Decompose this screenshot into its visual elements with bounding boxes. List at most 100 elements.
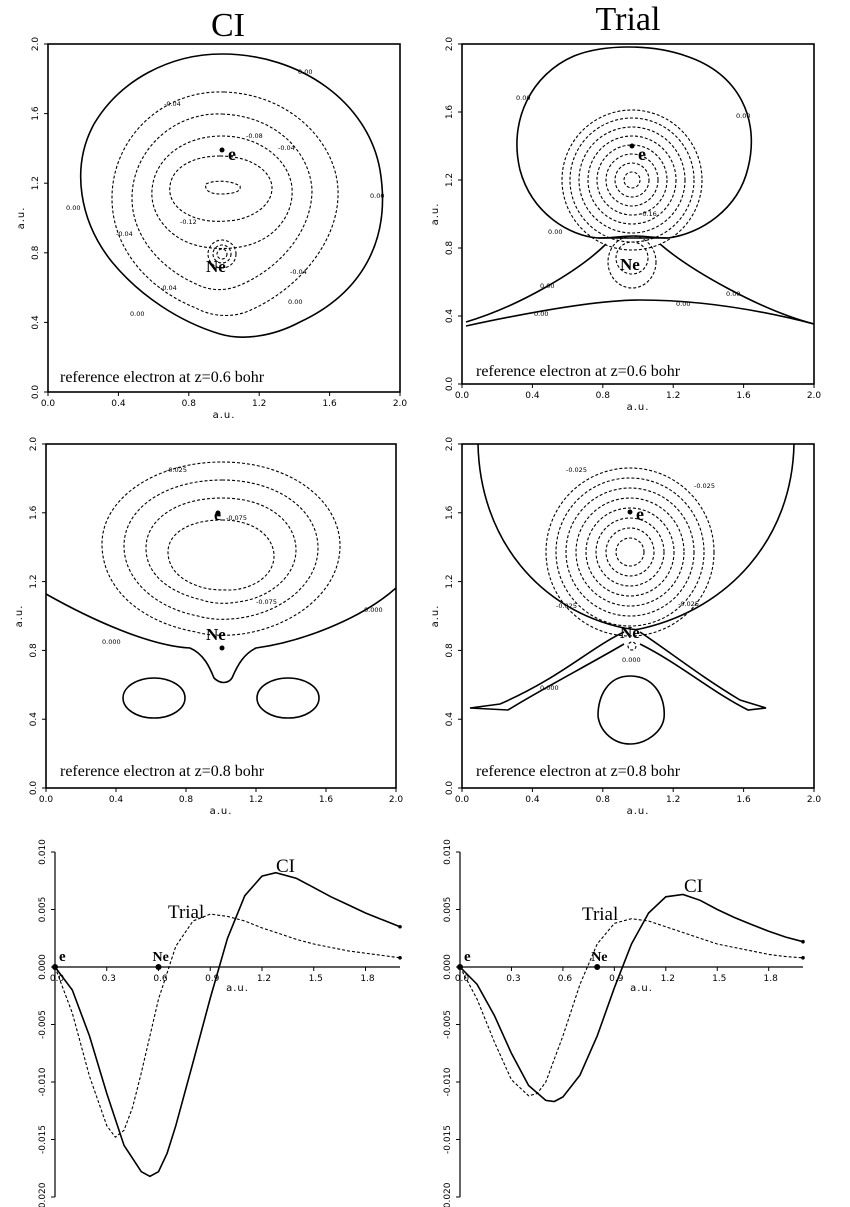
y-tick-label: 0.8 xyxy=(445,643,455,658)
contour-label: -0.025 xyxy=(678,600,699,608)
y-tick-label: 0.0 xyxy=(31,385,41,400)
contour-neg-2 xyxy=(123,479,319,620)
contour-label: 0.00 xyxy=(676,300,690,308)
y-axis-label: a.u. xyxy=(16,207,27,230)
x-tick-label: 0.8 xyxy=(596,391,611,401)
y-tick-label: -0.005 xyxy=(38,1010,48,1039)
contour-ring xyxy=(614,162,650,198)
contour-label: 0.000 xyxy=(540,684,559,692)
x-tick-label: 0.8 xyxy=(179,795,194,805)
y-tick-label: 0.4 xyxy=(445,712,455,727)
y-tick-label: -0.020 xyxy=(38,1182,48,1207)
y-tick-label: 1.2 xyxy=(445,173,455,187)
annotation: reference electron at z=0.8 bohr xyxy=(476,763,681,780)
contour-zero-base xyxy=(465,299,815,327)
contour-ring xyxy=(578,126,686,234)
nucleus-label: Ne xyxy=(620,623,640,642)
contour-neg-4 xyxy=(167,519,275,591)
series-label-ci: CI xyxy=(276,856,295,877)
marker-label-e: e xyxy=(59,949,66,965)
contour-zero-lobe-left xyxy=(122,677,186,719)
y-tick-label: 0.8 xyxy=(31,245,41,260)
axes-ticks: 0.0 0.4 0.8 1.2 1.6 2.0 0.0 0.4 0.8 1.2 1.6 2.0 a.u.… xyxy=(430,37,821,413)
y-tick-label: 0.8 xyxy=(445,241,455,256)
series-end-point xyxy=(801,956,805,960)
x-tick-label: 0.6 xyxy=(153,974,168,984)
contour-label: 0.000 xyxy=(102,638,121,646)
x-axis-label: a.u. xyxy=(627,402,650,413)
electron-label: e xyxy=(228,144,236,164)
contour-label: -0.025 xyxy=(566,466,587,474)
contour-ring xyxy=(555,477,705,627)
nucleus-ring xyxy=(615,241,649,275)
plot-frame xyxy=(47,43,401,393)
y-tick-label: 2.0 xyxy=(445,437,455,452)
contour-zero-top xyxy=(516,46,753,239)
contour-zero-neck xyxy=(597,235,669,239)
contour-label: 0.00 xyxy=(534,310,548,318)
contour-label: 0.00 xyxy=(736,112,750,120)
contour-zero-lobe xyxy=(597,675,666,745)
y-tick-label: -0.005 xyxy=(443,1010,453,1039)
plot-frame xyxy=(461,443,815,789)
nucleus-ring-3 xyxy=(216,248,228,260)
contour-label: -0.04 xyxy=(278,144,295,152)
y-tick-label: 2.0 xyxy=(445,37,455,52)
contour-label: 0.00 xyxy=(130,310,144,318)
y-tick-label: 0.4 xyxy=(29,712,39,727)
y-tick-label: 1.6 xyxy=(445,105,455,120)
axes-ticks: 0.0 0.4 0.8 1.2 1.6 2.0 0.0 0.4 0.8 1.2 1.6 2.0 a.u.… xyxy=(14,437,403,817)
contour-panel-ci-z06: 0.0 0.4 0.8 1.2 1.6 2.0 0.0 0.4 0.8 1.2 1.6 2.0 a.u.… xyxy=(16,37,407,421)
x-tick-label: 1.5 xyxy=(712,974,726,984)
x-tick-label: 1.2 xyxy=(666,795,680,805)
y-tick-label: 1.6 xyxy=(29,505,39,520)
x-tick-label: 0.0 xyxy=(41,399,56,409)
nucleus-ring-1 xyxy=(207,239,237,269)
y-tick-label: -0.015 xyxy=(443,1125,453,1154)
y-tick-label: 0.0 xyxy=(29,781,39,796)
y-tick-label: 1.2 xyxy=(29,574,39,588)
y-tick-label: -0.020 xyxy=(443,1182,453,1207)
x-tick-label: 1.8 xyxy=(360,974,375,984)
electron-label: e xyxy=(214,507,221,524)
contour-zero-right xyxy=(639,631,767,711)
contour-label: -0.12 xyxy=(180,218,197,226)
marker-point-e xyxy=(457,964,463,970)
annotation: reference electron at z=0.6 bohr xyxy=(60,369,265,386)
contour-label: -0.075 xyxy=(256,598,277,606)
contour-zero-lobe-right xyxy=(256,677,320,719)
x-axis-label: a.u. xyxy=(226,983,249,994)
x-tick-label: 0.4 xyxy=(525,391,540,401)
y-tick-label: 0.005 xyxy=(443,897,453,923)
y-tick-label: 1.2 xyxy=(31,176,41,190)
x-tick-label: 1.6 xyxy=(319,795,334,805)
contour-label: 0.00 xyxy=(516,94,530,102)
contour-neg-3 xyxy=(151,135,293,250)
y-tick-label: 0.000 xyxy=(443,954,453,980)
contour-neg-1 xyxy=(101,461,341,636)
x-tick-label: 1.5 xyxy=(309,974,323,984)
series-end-point xyxy=(398,956,402,960)
column-title-ci: CI xyxy=(211,7,245,44)
x-tick-label: 2.0 xyxy=(389,795,404,805)
contour-ring xyxy=(605,153,659,207)
contour-zero-left xyxy=(465,243,607,323)
x-tick-label: 0.3 xyxy=(506,974,520,984)
contour-ring xyxy=(585,507,675,597)
x-tick-label: 0.4 xyxy=(109,795,124,805)
x-tick-label: 0.8 xyxy=(182,399,197,409)
marker-label-ne: Ne xyxy=(153,950,169,965)
x-tick-label: 1.8 xyxy=(764,974,779,984)
y-tick-label: 0.005 xyxy=(38,897,48,923)
electron-label: e xyxy=(638,144,646,164)
x-tick-label: 0.4 xyxy=(111,399,126,409)
y-tick-label: -0.015 xyxy=(38,1125,48,1154)
x-tick-label: 0.0 xyxy=(455,974,470,984)
contour-neg-3 xyxy=(145,497,297,604)
y-axis-label: a.u. xyxy=(430,203,441,226)
x-axis-label: a.u. xyxy=(210,806,233,817)
axes-ticks: 0.0 0.4 0.8 1.2 1.6 2.0 0.0 0.4 0.8 1.2 1.6 2.0 a.u.… xyxy=(16,37,407,421)
x-tick-label: 0.0 xyxy=(455,795,470,805)
contour-ring xyxy=(561,109,703,251)
